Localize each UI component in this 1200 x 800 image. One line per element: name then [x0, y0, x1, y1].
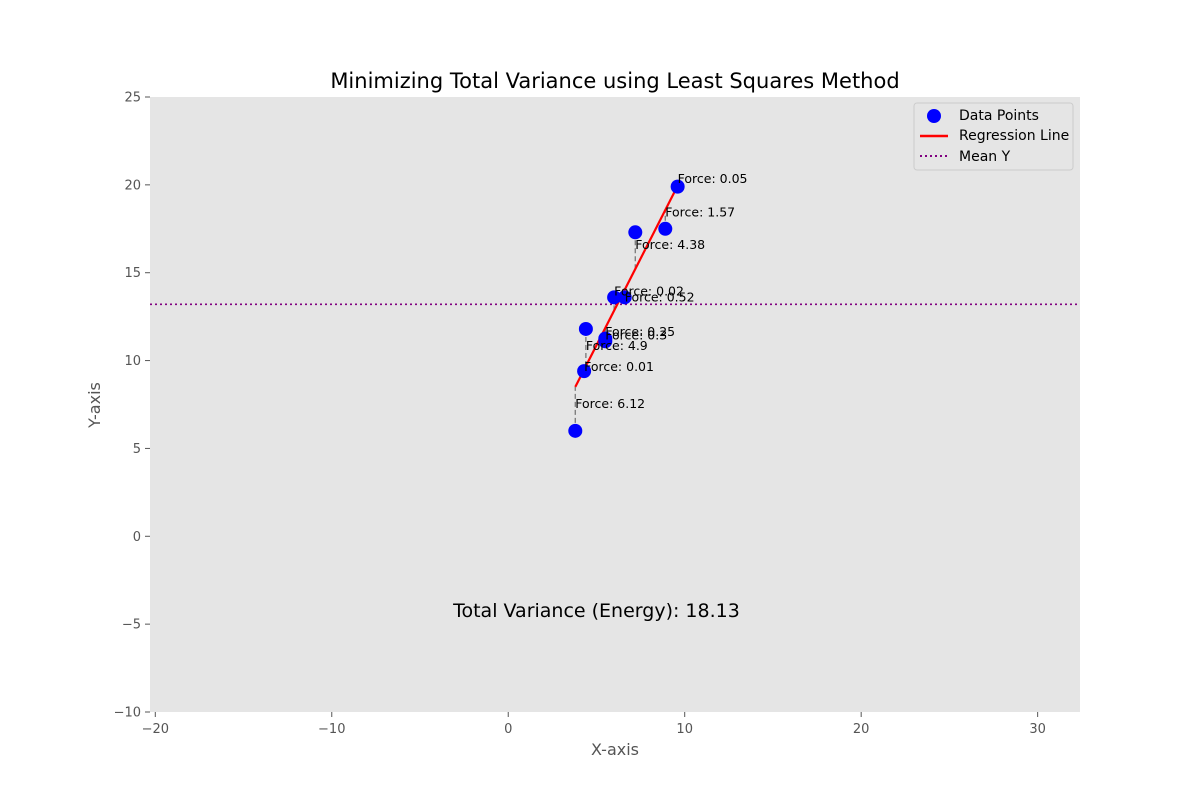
force-label: Force: 0.05 — [678, 171, 748, 186]
force-label: Force: 1.57 — [665, 204, 735, 219]
legend-label-data-points: Data Points — [959, 108, 1039, 124]
plot-background — [150, 97, 1080, 712]
legend-frame — [913, 102, 1074, 171]
y-tick-label: 15 — [124, 266, 141, 281]
force-label: Force: 0.25 — [605, 324, 675, 339]
force-label: Force: 4.9 — [586, 338, 648, 353]
data-point — [628, 225, 643, 240]
data-point — [598, 331, 613, 346]
data-point — [670, 179, 685, 194]
x-tick-label: −20 — [142, 722, 169, 737]
y-tick-label: 10 — [124, 354, 141, 369]
data-points-layer — [568, 179, 685, 438]
data-point — [577, 364, 592, 379]
total-variance-annotation: Total Variance (Energy): 18.13 — [452, 600, 740, 622]
data-point — [568, 423, 583, 438]
legend: Data Points Regression Line Mean Y — [913, 102, 1074, 171]
y-tick-label: 25 — [124, 91, 141, 106]
x-tick-label: 20 — [853, 722, 870, 737]
force-label: Force: 0.01 — [584, 359, 654, 374]
y-tick-label: −5 — [122, 618, 141, 633]
force-label: Force: 4.38 — [635, 237, 705, 252]
data-point — [607, 290, 622, 305]
x-tick-label: 30 — [1029, 722, 1046, 737]
legend-label-regression-line: Regression Line — [959, 128, 1069, 144]
x-tick-label: −10 — [318, 722, 345, 737]
y-tick-label: 5 — [133, 442, 141, 457]
y-tick-label: 0 — [133, 530, 141, 545]
force-label: Force: 0.02 — [614, 284, 684, 299]
data-point — [617, 290, 632, 305]
force-label: Force: 0.3 — [605, 327, 667, 342]
data-point — [658, 221, 673, 236]
legend-marker-data-points — [927, 109, 941, 123]
data-point — [578, 321, 593, 336]
x-tick-label: 10 — [676, 722, 693, 737]
regression-line-layer — [574, 185, 679, 388]
y-tick-label: −10 — [114, 706, 141, 721]
x-tick-label: 0 — [504, 722, 512, 737]
legend-label-mean-y: Mean Y — [959, 149, 1011, 165]
y-axis-label: Y-axis — [85, 382, 104, 429]
x-axis-label: X-axis — [591, 740, 639, 759]
force-label: Force: 6.12 — [575, 396, 645, 411]
chart-title: Minimizing Total Variance using Least Sq… — [330, 69, 899, 93]
regression-line — [574, 185, 679, 388]
force-label: Force: 0.52 — [625, 290, 695, 305]
y-axis-ticks: −10 −5 0 5 10 15 20 25 — [114, 91, 150, 721]
y-tick-label: 20 — [124, 178, 141, 193]
x-axis-ticks: −20 −10 0 10 20 30 — [142, 712, 1046, 737]
